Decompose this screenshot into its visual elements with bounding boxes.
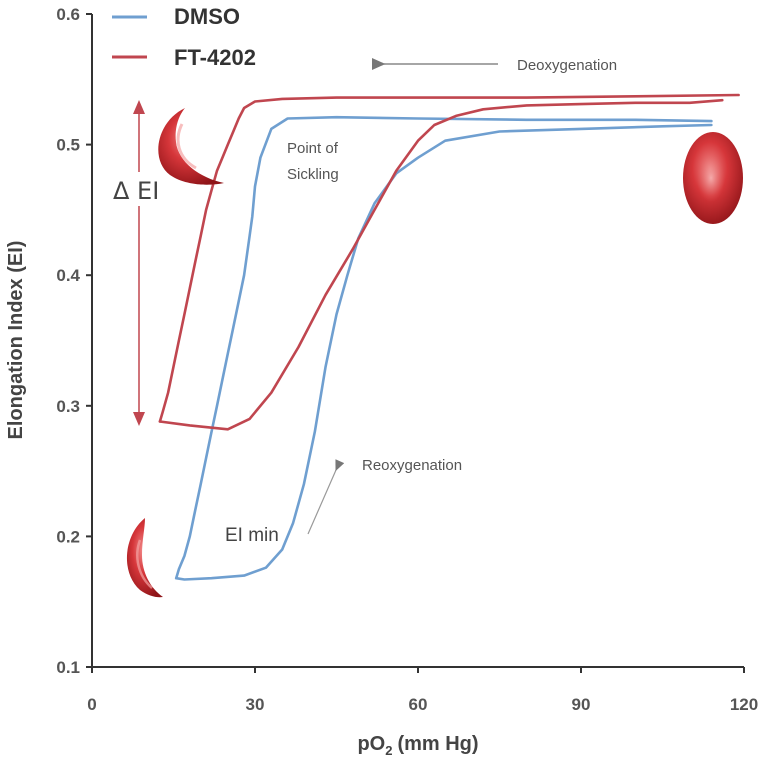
x-tick-label: 90: [572, 695, 591, 714]
y-ticks: 0.1 0.2 0.3 0.4 0.5 0.6: [56, 5, 92, 677]
series-layer: [158, 93, 740, 581]
y-tick-label: 0.4: [56, 266, 80, 285]
normal-cell-icon: [683, 132, 743, 224]
legend-label-dmso: DMSO: [174, 4, 240, 29]
x-tick-label: 30: [246, 695, 265, 714]
reoxygenation-arrow: [307, 459, 345, 535]
x-tick-label: 120: [730, 695, 758, 714]
point-of-sickling-label-1: Point of: [287, 140, 339, 157]
x-tick-label: 60: [409, 695, 428, 714]
series-line-ft4202-deoxygenation: [158, 93, 740, 423]
delta-ei-arrowhead-top: [133, 100, 145, 114]
y-tick-label: 0.1: [56, 658, 80, 677]
deoxygenation-label: Deoxygenation: [517, 57, 617, 74]
series-line-dmso-deoxygenation: [174, 115, 713, 580]
delta-ei-label: Δ EI: [113, 177, 159, 205]
series-line-ft4202-reoxygenation: [158, 98, 724, 431]
x-axis-title: pO2 (mm Hg): [357, 733, 478, 758]
y-tick-label: 0.6: [56, 5, 80, 24]
x-tick-label: 0: [87, 695, 96, 714]
sickled-cell-icon: [126, 518, 163, 598]
x-ticks: 0 30 60 90 120: [87, 667, 758, 714]
series-line-dmso-reoxygenation: [174, 123, 713, 581]
y-tick-label: 0.3: [56, 397, 80, 416]
delta-ei-arrowhead-bottom: [133, 412, 145, 426]
reoxygenation-label: Reoxygenation: [362, 457, 462, 474]
y-tick-label: 0.5: [56, 136, 80, 155]
point-of-sickling-label-2: Sickling: [287, 166, 339, 183]
ei-min-label: EI min: [225, 525, 279, 546]
y-axis-title: Elongation Index (EI): [5, 241, 27, 440]
legend-label-ft4202: FT-4202: [174, 45, 256, 70]
sickled-cell-icon: [158, 108, 224, 185]
y-tick-label: 0.2: [56, 527, 80, 546]
legend: DMSO FT-4202: [112, 4, 256, 70]
delta-ei-label-bg: [110, 172, 172, 206]
